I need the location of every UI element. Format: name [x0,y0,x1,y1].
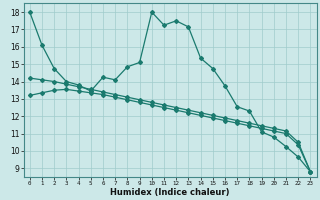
X-axis label: Humidex (Indice chaleur): Humidex (Indice chaleur) [110,188,230,197]
